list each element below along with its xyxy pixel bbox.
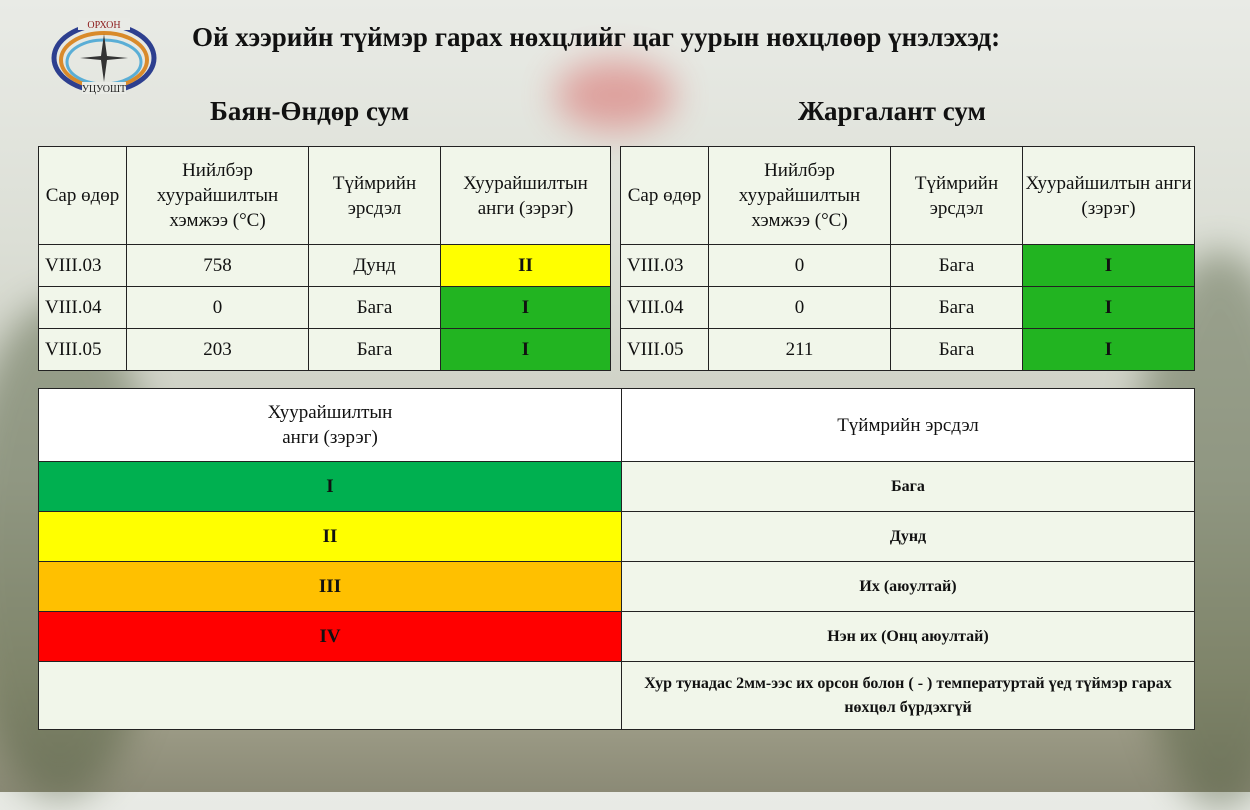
column-header: Түймрийн эрсдэл <box>308 146 441 245</box>
date-cell: VIII.05 <box>38 328 127 371</box>
column-header: Нийлбэр хуурайшилтын хэмжээ (°C) <box>126 146 309 245</box>
legend-class: IV <box>38 611 622 662</box>
risk-cell: Бага <box>890 286 1023 329</box>
legend-risk: Дунд <box>621 511 1195 562</box>
background-helicopter <box>555 60 675 130</box>
legend-class: III <box>38 561 622 612</box>
date-cell: VIII.03 <box>620 244 709 287</box>
class-cell: I <box>1022 286 1195 329</box>
legend-class: II <box>38 511 622 562</box>
risk-cell: Бага <box>308 286 441 329</box>
table-row: VIII.04 0 Бага I <box>620 286 1195 329</box>
table-row: VIII.03 0 Бага I <box>620 244 1195 287</box>
legend-header-class: Хуурайшилтын анги (зэрэг) <box>38 388 622 462</box>
value-cell: 203 <box>126 328 309 371</box>
value-cell: 0 <box>708 286 891 329</box>
risk-cell: Бага <box>890 328 1023 371</box>
class-cell: I <box>1022 328 1195 371</box>
class-cell: I <box>440 328 611 371</box>
date-cell: VIII.04 <box>620 286 709 329</box>
value-cell: 0 <box>126 286 309 329</box>
class-cell: I <box>440 286 611 329</box>
date-cell: VIII.05 <box>620 328 709 371</box>
table-row: VIII.04 0 Бага I <box>38 286 611 329</box>
data-table-bayan-undur: Сар өдөр Нийлбэр хуурайшилтын хэмжээ (°C)… <box>38 146 611 371</box>
table-title-jargalant: Жаргалант сум <box>798 96 986 126</box>
page-title: Ой хээрийн түймэр гарах нөхцлийг цаг уур… <box>192 22 1001 52</box>
value-cell: 211 <box>708 328 891 371</box>
class-cell: I <box>1022 244 1195 287</box>
logo: ОРХОН УЦУОШТ <box>51 18 157 95</box>
legend-header-risk: Түймрийн эрсдэл <box>621 388 1195 462</box>
column-header: Сар өдөр <box>38 146 127 245</box>
column-header: Хуурайшилтын анги (зэрэг) <box>440 146 611 245</box>
table-title-bayan-undur: Баян-Өндөр сум <box>210 96 410 126</box>
column-header: Түймрийн эрсдэл <box>890 146 1023 245</box>
legend-risk: Бага <box>621 461 1195 512</box>
risk-cell: Дунд <box>308 244 441 287</box>
column-header: Сар өдөр <box>620 146 709 245</box>
legend-class: I <box>38 461 622 512</box>
legend-table: Хуурайшилтын анги (зэрэг) Түймрийн эрсдэ… <box>38 388 1195 730</box>
column-header: Хуурайшилтын анги (зэрэг) <box>1022 146 1195 245</box>
table-row: VIII.03 758 Дунд II <box>38 244 611 287</box>
value-cell: 0 <box>708 244 891 287</box>
legend-risk: Нэн их (Онц аюултай) <box>621 611 1195 662</box>
svg-text:УЦУОШТ: УЦУОШТ <box>82 84 126 95</box>
table-row: VIII.05 211 Бага I <box>620 328 1195 371</box>
data-table-jargalant: Сар өдөр Нийлбэр хуурайшилтын хэмжээ (°C)… <box>620 146 1195 371</box>
risk-cell: Бага <box>890 244 1023 287</box>
table-row: VIII.05 203 Бага I <box>38 328 611 371</box>
date-cell: VIII.04 <box>38 286 127 329</box>
risk-cell: Бага <box>308 328 441 371</box>
legend-risk: Их (аюултай) <box>621 561 1195 612</box>
date-cell: VIII.03 <box>38 244 127 287</box>
legend-class-empty <box>38 661 622 730</box>
column-header: Нийлбэр хуурайшилтын хэмжээ (°C) <box>708 146 891 245</box>
value-cell: 758 <box>126 244 309 287</box>
class-cell: II <box>440 244 611 287</box>
svg-text:ОРХОН: ОРХОН <box>87 20 120 31</box>
legend-note: Хур тунадас 2мм-ээс их орсон болон ( - )… <box>621 661 1195 730</box>
